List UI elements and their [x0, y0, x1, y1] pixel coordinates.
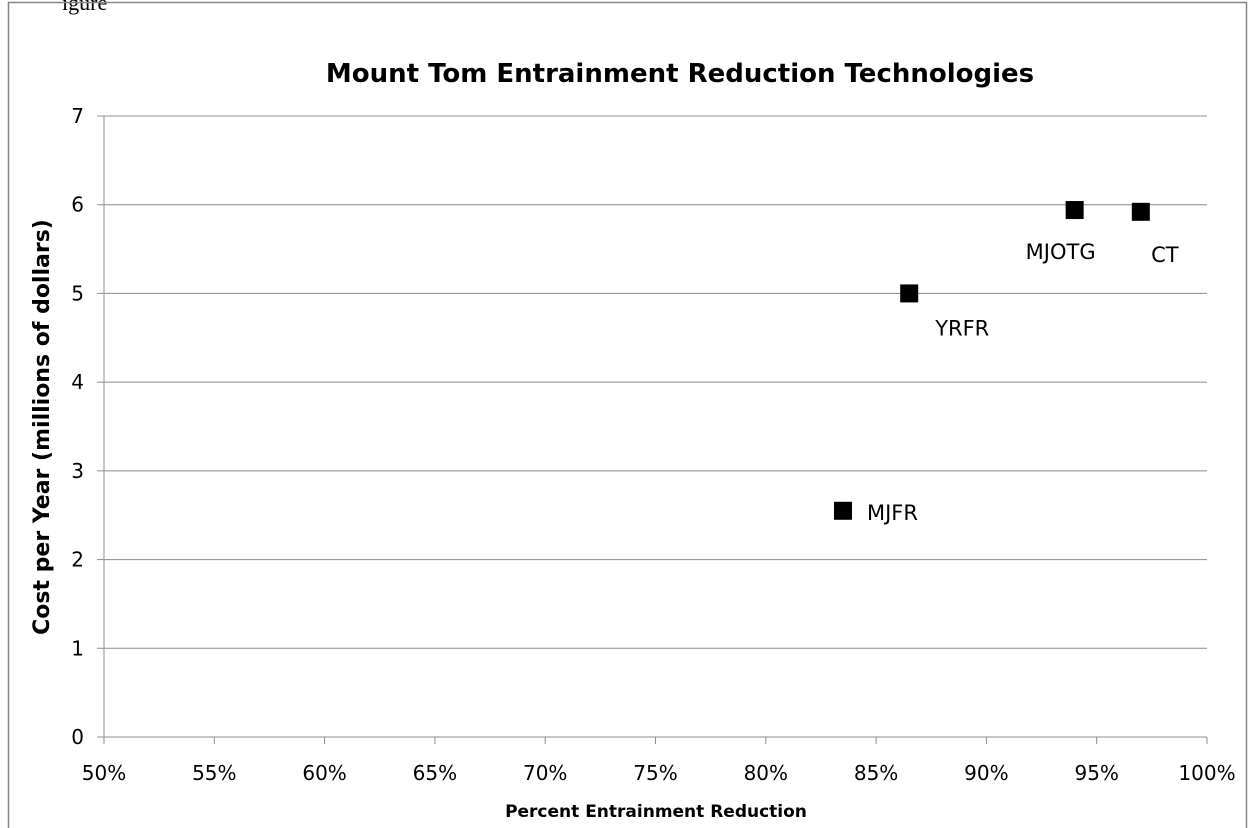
y-tick-label: 1 — [71, 636, 84, 660]
x-tick-label: 75% — [633, 761, 677, 785]
x-tick-label: 50% — [82, 761, 126, 785]
y-tick-label: 4 — [71, 370, 84, 394]
data-point-mjfr — [834, 501, 853, 520]
data-point-yrfr — [900, 284, 919, 303]
y-tick-label: 3 — [71, 459, 84, 483]
x-tick-label: 95% — [1074, 761, 1118, 785]
figure-caption-fragment: igure — [62, 0, 108, 15]
data-label-yrfr: YRFR — [934, 316, 989, 340]
y-tick-label: 2 — [71, 548, 84, 572]
y-tick-label: 7 — [71, 104, 84, 128]
x-tick-label: 70% — [523, 761, 567, 785]
x-tick-label: 60% — [302, 761, 346, 785]
x-tick-label: 80% — [744, 761, 788, 785]
data-label-ct: CT — [1151, 243, 1179, 267]
data-point-ct — [1131, 202, 1150, 221]
y-tick-label: 6 — [71, 193, 84, 217]
x-tick-label: 85% — [854, 761, 898, 785]
y-axis-ticks: 0 1 2 3 4 5 6 7 — [71, 104, 104, 749]
data-label-mjotg: MJOTG — [1026, 240, 1096, 264]
data-label-mjfr: MJFR — [867, 501, 918, 525]
x-tick-label: 65% — [413, 761, 457, 785]
y-tick-label: 5 — [71, 281, 84, 305]
chart-title: Mount Tom Entrainment Reduction Technolo… — [326, 59, 1034, 89]
y-axis-title: Cost per Year (millions of dollars) — [30, 219, 55, 635]
axes — [103, 116, 1207, 738]
x-tick-label: 90% — [964, 761, 1008, 785]
data-labels: MJFR YRFR MJOTG CT — [867, 240, 1179, 525]
y-tick-label: 0 — [71, 725, 84, 749]
x-axis-title: Percent Entrainment Reduction — [505, 802, 807, 822]
x-tick-label: 55% — [192, 761, 236, 785]
data-points — [834, 201, 1150, 520]
x-tick-label: 100% — [1178, 761, 1235, 785]
x-axis-ticks: 50% 55% 60% 65% 70% 75% 80% 85% 90% 95% 100% — [82, 737, 1236, 785]
gridlines — [104, 115, 1207, 649]
chart-border — [7, 1, 1248, 828]
data-point-mjotg — [1065, 201, 1084, 220]
